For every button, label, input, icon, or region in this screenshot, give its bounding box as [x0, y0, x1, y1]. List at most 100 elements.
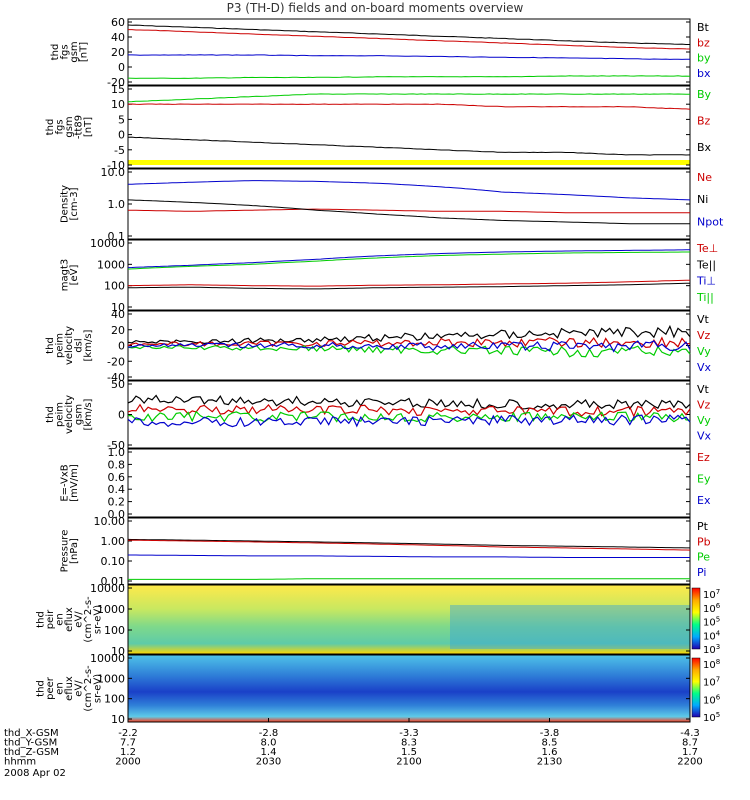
- colorbar-label: 105: [703, 711, 720, 724]
- series-Vt: [127, 324, 691, 345]
- panel-frame: [127, 85, 691, 169]
- x-tick-label: 8.3: [401, 738, 417, 749]
- panel-p8: [127, 517, 691, 585]
- y-tick-label: 1000: [97, 603, 125, 616]
- y-tick-label: 1000: [97, 672, 125, 685]
- colorbar-label: 106: [703, 693, 721, 706]
- legend-bx: bx: [697, 67, 711, 80]
- x-tick-label: 8.7: [682, 738, 698, 749]
- y-axis-label: en: [55, 682, 66, 695]
- x-tick-label: -2.8: [259, 728, 279, 739]
- y-axis-label: thd: [45, 119, 56, 136]
- legend-Bz: Bz: [697, 114, 711, 127]
- y-tick-label: 10: [111, 713, 125, 726]
- panel-frame: [127, 239, 691, 311]
- x-tick-label: 1.2: [120, 747, 136, 758]
- legend-Ez: Ez: [697, 451, 710, 464]
- x-tick-label: 2100: [396, 757, 421, 768]
- y-tick-label: -20: [107, 355, 125, 368]
- colorbar-label: 107: [703, 676, 720, 689]
- legend-Ey: Ey: [697, 472, 711, 485]
- y-axis-label: [nT]: [78, 42, 89, 62]
- x-tick-label: 8.0: [261, 738, 277, 749]
- series-Pi: [128, 554, 690, 558]
- y-axis-label: eV/: [74, 611, 85, 628]
- y-axis-label: velocity: [64, 326, 75, 365]
- legend-Pt: Pt: [697, 520, 709, 533]
- y-axis-label: thd: [50, 44, 61, 61]
- spectrogram-p10: [128, 655, 690, 722]
- colorbar-label: 107: [703, 588, 720, 601]
- y-axis-label: eV/: [74, 680, 85, 697]
- legend-Pe: Pe: [697, 551, 710, 564]
- y-axis-label: dsl: [74, 338, 85, 352]
- series-Vx: [127, 414, 691, 428]
- legend-Npot: Npot: [697, 215, 724, 228]
- legend-By: By: [697, 88, 712, 101]
- panel-frame: [127, 18, 691, 86]
- y-tick-label: -5: [114, 144, 125, 157]
- legend-Vy: Vy: [697, 345, 711, 358]
- panel-frame: [127, 584, 691, 655]
- x-tick-label: 1.4: [261, 747, 277, 758]
- y-axis-label: thd: [36, 611, 47, 628]
- legend-by: by: [697, 52, 711, 65]
- series-Bx: [127, 136, 691, 156]
- y-tick-label: 10.0: [101, 166, 126, 179]
- panel-frame: [127, 168, 691, 240]
- y-axis-label: [km/s]: [83, 398, 94, 430]
- colorbar-label: 106: [703, 602, 721, 615]
- y-tick-label: 0.10: [101, 555, 126, 568]
- series-Vt: [127, 394, 691, 411]
- series-Te||: [128, 282, 691, 290]
- series-Pt: [127, 538, 690, 549]
- series-Pe: [128, 578, 690, 580]
- y-axis-label: gsm: [69, 41, 80, 62]
- legend-Vt: Vt: [697, 313, 710, 326]
- y-axis-label: peer: [45, 676, 56, 700]
- legend-Bx: Bx: [697, 141, 712, 154]
- panel-p2: [127, 85, 691, 169]
- y-tick-label: 0: [118, 61, 125, 74]
- x-tick-label: 2130: [537, 757, 562, 768]
- panel-p7: [127, 448, 691, 518]
- x-row-label: thd_Y-GSM: [4, 738, 57, 749]
- date-label: 2008 Apr 02: [4, 768, 66, 779]
- y-axis-label: gsm: [64, 116, 75, 137]
- x-row-label: thd_X-GSM: [4, 728, 59, 739]
- y-tick-label: -20: [107, 76, 125, 89]
- panel-p10: [127, 654, 701, 723]
- y-tick-label: 0: [118, 409, 125, 422]
- colorbar-label: 103: [703, 643, 720, 656]
- legend-Ni: Ni: [697, 193, 708, 206]
- y-axis-label: gsm: [74, 404, 85, 425]
- panel-p5: [127, 310, 691, 381]
- y-tick-label: 20: [111, 324, 125, 337]
- flag-strip: [128, 160, 690, 165]
- y-axis-label: eflux: [64, 607, 75, 632]
- y-axis-label: eflux: [64, 676, 75, 701]
- series-Te⊥: [127, 279, 691, 287]
- colorbar-p10: [691, 657, 701, 718]
- y-tick-label: 10000: [90, 652, 125, 665]
- series-Npot: [127, 180, 691, 201]
- y-tick-label: 40: [111, 308, 125, 321]
- series-Ti⊥: [127, 249, 690, 269]
- series-Vz: [127, 403, 691, 418]
- y-tick-label: 10.00: [94, 515, 126, 528]
- y-axis-label: -tt89: [74, 115, 85, 139]
- y-axis-label: peim: [55, 333, 66, 358]
- y-tick-label: 40: [111, 31, 125, 44]
- colorbar-label: 105: [703, 616, 720, 629]
- y-axis-label: E=-VxB: [59, 464, 70, 501]
- y-axis-label: magt3: [59, 259, 70, 292]
- series-Vy: [127, 410, 691, 423]
- y-tick-label: 1.0: [108, 198, 126, 211]
- x-tick-label: 2200: [677, 757, 702, 768]
- x-tick-label: 1.7: [682, 747, 698, 758]
- y-tick-label: 1000: [97, 258, 125, 271]
- legend-Ex: Ex: [697, 494, 711, 507]
- legend-bz: bz: [697, 36, 710, 49]
- y-tick-label: 5: [118, 113, 125, 126]
